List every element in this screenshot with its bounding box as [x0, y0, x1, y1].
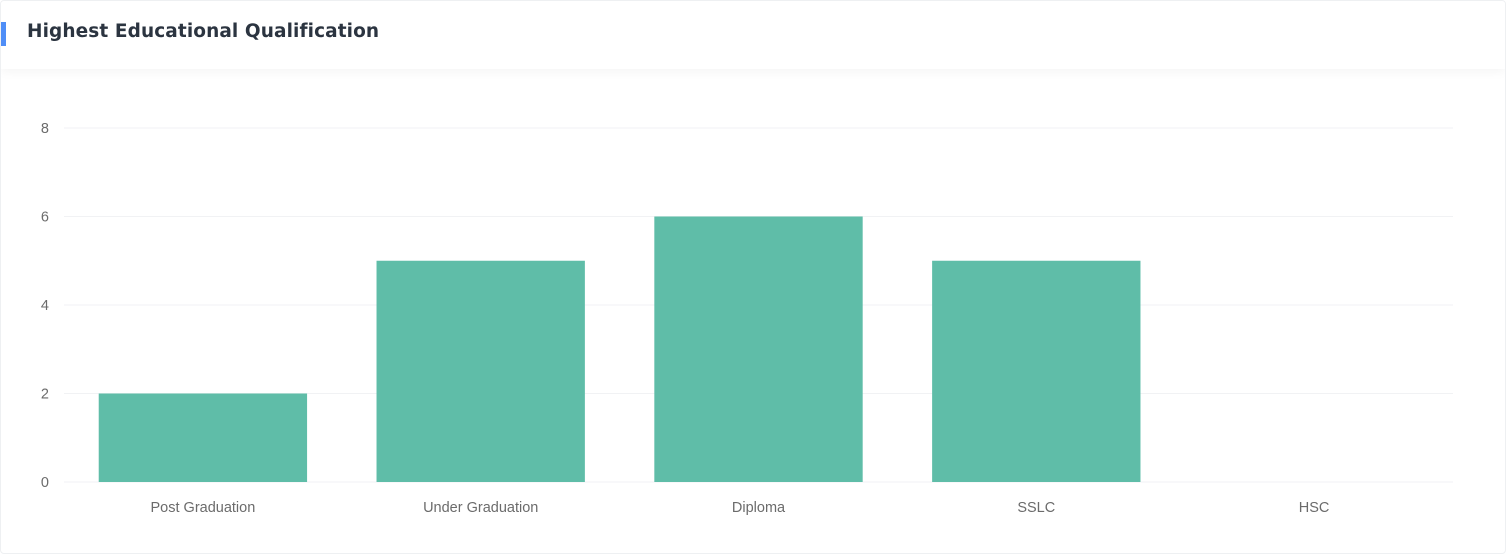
chart-title: Highest Educational Qualification [27, 21, 380, 42]
header-accent-bar [1, 22, 6, 46]
chart-area: 0 2 4 6 8 Post Graduation Under Graduation Dip… [1, 71, 1505, 553]
x-category-label: SSLC [1017, 500, 1055, 516]
x-category-label: Post Graduation [151, 500, 256, 516]
x-category-label: HSC [1299, 500, 1330, 516]
x-axis-labels: Post Graduation Under Graduation Diploma SS… [151, 500, 1330, 516]
y-tick-label: 8 [41, 121, 49, 137]
bar-diploma[interactable] [654, 216, 863, 483]
bar-under-graduation[interactable] [376, 260, 585, 482]
y-tick-label: 4 [41, 298, 49, 314]
y-tick-label: 2 [41, 387, 49, 403]
x-category-label: Under Graduation [423, 500, 538, 516]
bar-post-graduation[interactable] [98, 393, 308, 483]
bar-sslc[interactable] [932, 260, 1141, 482]
y-tick-label: 0 [41, 475, 49, 491]
y-tick-label: 6 [41, 210, 49, 226]
x-category-label: Diploma [732, 500, 786, 516]
y-axis-ticks: 0 2 4 6 8 [41, 121, 49, 491]
card-header: Highest Educational Qualification [1, 1, 1505, 69]
bars [98, 216, 1141, 483]
bar-chart: 0 2 4 6 8 Post Graduation Under Graduation Dip… [41, 121, 1453, 516]
